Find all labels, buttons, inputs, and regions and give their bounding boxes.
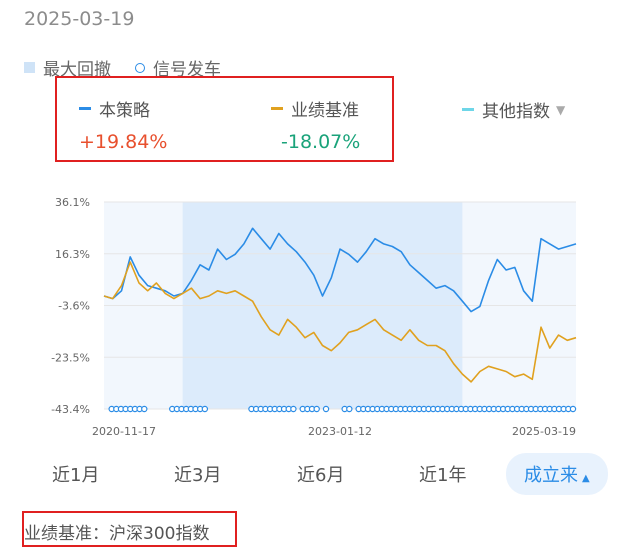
y-tick-label: -43.4% <box>51 403 90 416</box>
date-label: 2025-03-19 <box>24 8 135 30</box>
x-tick-label: 2025-03-19 <box>512 425 576 438</box>
period-since-inception-label: 成立来 <box>524 465 578 486</box>
signal-point <box>201 405 209 413</box>
benchmark-return: -18.07% <box>281 131 361 153</box>
other-index-line-icon <box>462 108 474 111</box>
strategy-performance[interactable]: 本策略 +19.84% <box>79 96 167 153</box>
period-selector: 近1月 近3月 近6月 近1年 成立来 ▲ <box>0 453 641 495</box>
performance-chart[interactable]: 36.1% 16.3% -3.6% -23.5% -43.4%2020-11-17 202… <box>0 190 641 445</box>
performance-box: 本策略 +19.84% 业绩基准 -18.07% <box>55 76 394 162</box>
period-6m[interactable]: 近6月 <box>297 465 345 486</box>
period-1y[interactable]: 近1年 <box>419 465 467 486</box>
signal-point <box>346 405 353 413</box>
benchmark-name: 业绩基准 <box>291 101 359 121</box>
signal-point <box>313 405 320 413</box>
chevron-down-icon: ▼ <box>556 102 566 117</box>
period-since-inception[interactable]: 成立来 ▲ <box>506 453 608 495</box>
period-1m[interactable]: 近1月 <box>52 465 100 486</box>
y-tick-label: 16.3% <box>55 248 90 261</box>
x-tick-label: 2020-11-17 <box>92 425 156 438</box>
signal-legend-label[interactable]: 信号发车 <box>153 60 221 80</box>
benchmark-line <box>103 261 577 383</box>
strategy-line-icon <box>79 107 91 110</box>
strategy-name: 本策略 <box>99 101 150 121</box>
x-tick-label: 2023-01-12 <box>308 425 372 438</box>
signal-point <box>290 405 297 413</box>
y-tick-label: -23.5% <box>51 351 90 364</box>
drawdown-legend-label[interactable]: 最大回撤 <box>43 60 111 80</box>
signal-legend-icon <box>135 62 145 73</box>
drawdown-legend-icon <box>24 62 35 73</box>
benchmark-description: 业绩基准：沪深300指数 <box>22 511 237 547</box>
signal-point <box>569 405 577 413</box>
other-index-dropdown[interactable]: 其他指数 ▼ <box>462 97 565 122</box>
benchmark-line-icon <box>271 107 283 110</box>
top-legend: 最大回撤 信号发车 <box>24 55 221 80</box>
strategy-return: +19.84% <box>79 131 168 153</box>
y-tick-label: 36.1% <box>55 196 90 209</box>
signal-point <box>322 405 330 413</box>
signal-point <box>141 405 148 413</box>
caret-up-icon: ▲ <box>582 473 590 484</box>
benchmark-performance[interactable]: 业绩基准 -18.07% <box>271 96 360 153</box>
y-tick-label: -3.6% <box>58 300 90 313</box>
period-3m[interactable]: 近3月 <box>174 465 222 486</box>
other-index-label: 其他指数 <box>482 102 550 122</box>
